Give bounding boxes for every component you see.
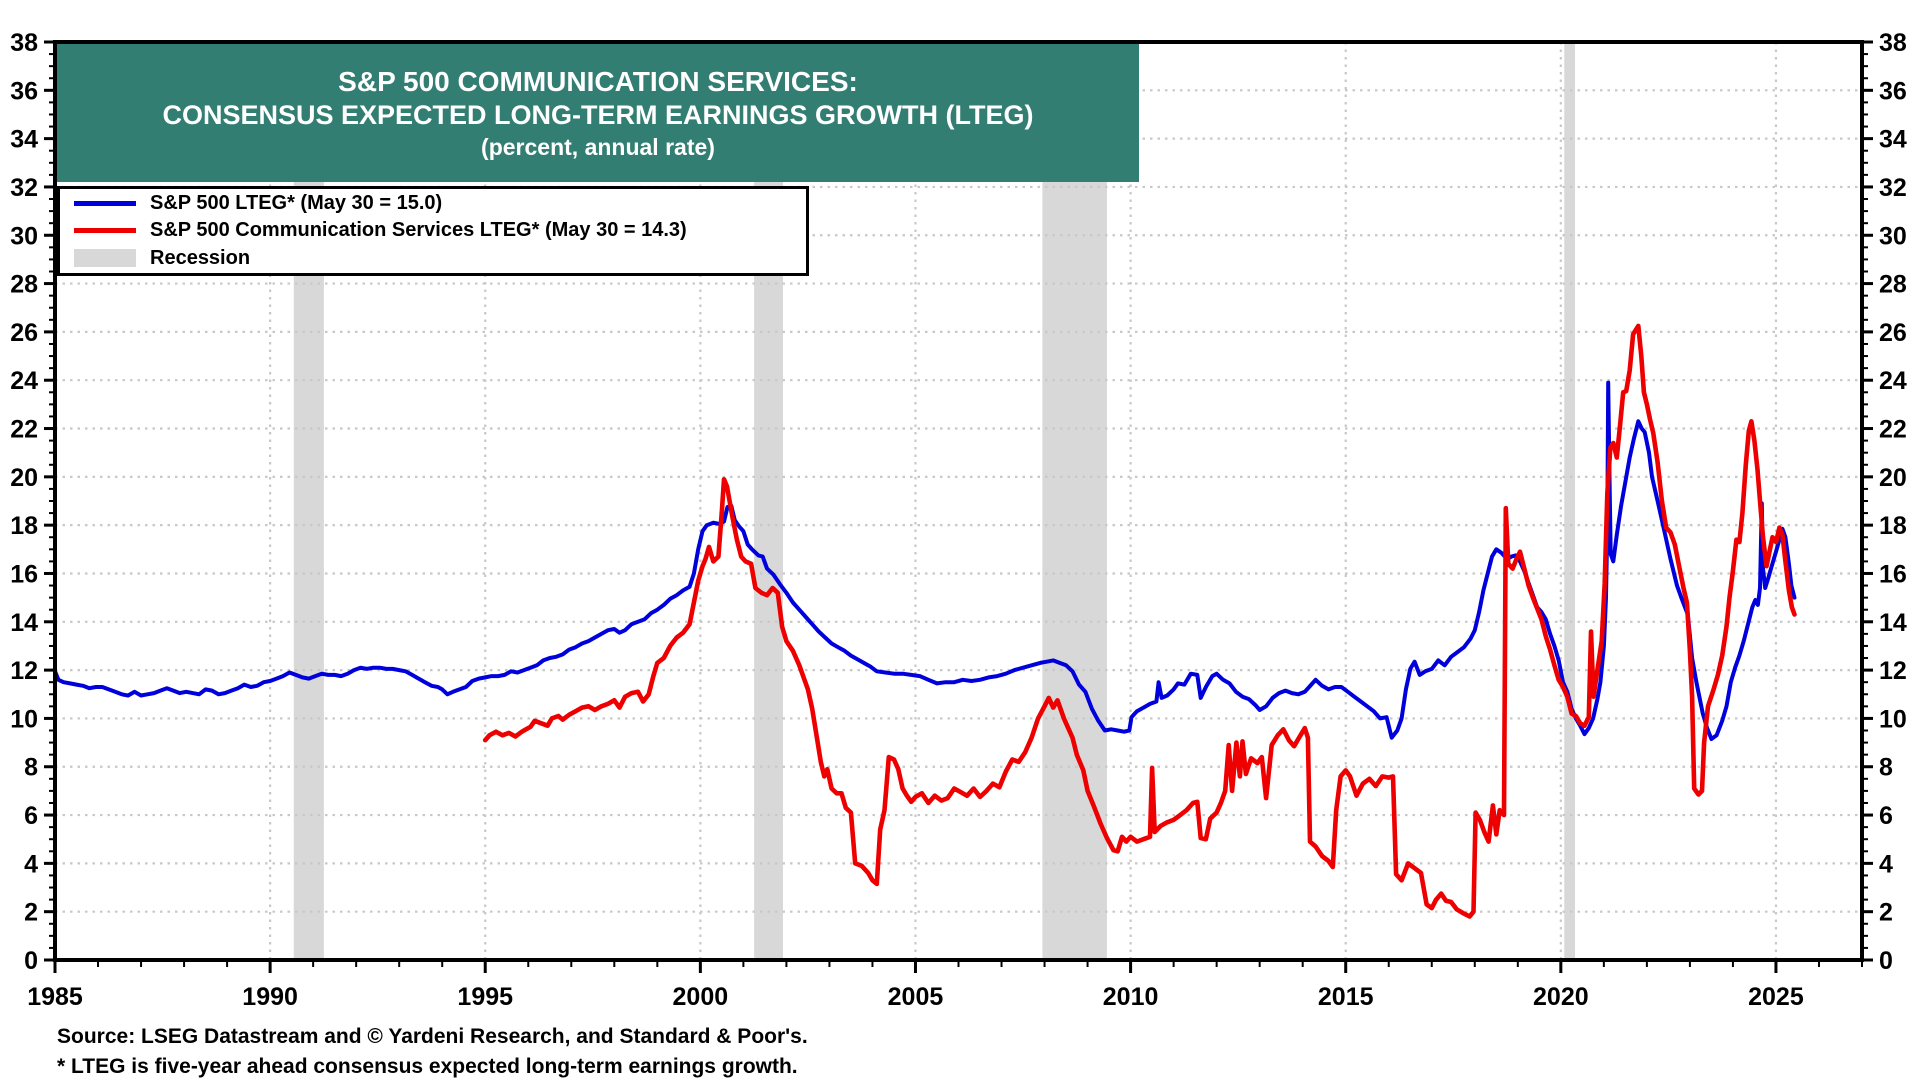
chart-legend: S&P 500 LTEG* (May 30 = 15.0) S&P 500 Co… <box>57 186 809 276</box>
y-axis-label-left: 0 <box>24 947 38 975</box>
x-axis-label: 2005 <box>888 983 944 1011</box>
y-axis-label-right: 14 <box>1879 609 1907 637</box>
sp500-lteg-line <box>53 380 1797 741</box>
y-axis-label-left: 30 <box>10 222 38 250</box>
chart-title-line2: CONSENSUS EXPECTED LONG-TERM EARNINGS GR… <box>162 100 1034 131</box>
x-axis-label: 1990 <box>242 983 298 1011</box>
y-axis-label-right: 36 <box>1879 77 1907 105</box>
y-axis-label-right: 24 <box>1879 367 1907 395</box>
legend-item-recession: Recession <box>74 246 806 271</box>
footnote-line: * LTEG is five-year ahead consensus expe… <box>57 1055 798 1079</box>
y-axis-label-right: 12 <box>1879 657 1907 685</box>
chart-title-line1: S&P 500 COMMUNICATION SERVICES: <box>338 66 858 98</box>
x-axis-label: 2015 <box>1318 983 1374 1011</box>
y-axis-label-left: 36 <box>10 77 38 105</box>
legend-label-sp500-lteg: S&P 500 LTEG* (May 30 = 15.0) <box>150 192 443 215</box>
x-axis-label: 2025 <box>1748 983 1804 1011</box>
y-axis-label-right: 6 <box>1879 802 1893 830</box>
y-axis-label-left: 14 <box>10 609 38 637</box>
y-axis-label-left: 8 <box>24 754 38 782</box>
x-axis-label: 1985 <box>27 983 83 1011</box>
recession-band-swatch <box>74 249 136 268</box>
legend-item-sp500-lteg: S&P 500 LTEG* (May 30 = 15.0) <box>74 191 806 216</box>
y-axis-label-right: 2 <box>1879 899 1893 927</box>
y-axis-label-left: 20 <box>10 464 38 492</box>
x-axis-label: 2000 <box>673 983 729 1011</box>
y-axis-label-right: 16 <box>1879 560 1907 588</box>
y-axis-label-right: 32 <box>1879 174 1907 202</box>
x-axis-label: 2020 <box>1533 983 1589 1011</box>
y-axis-label-right: 28 <box>1879 271 1907 299</box>
y-axis-label-left: 24 <box>10 367 38 395</box>
y-axis-label-right: 20 <box>1879 464 1907 492</box>
x-axis-label: 1995 <box>457 983 513 1011</box>
y-axis-label-right: 18 <box>1879 512 1907 540</box>
y-axis-label-right: 22 <box>1879 416 1907 444</box>
red-line-swatch <box>74 228 136 234</box>
chart-title-box: S&P 500 COMMUNICATION SERVICES: CONSENSU… <box>57 44 1139 182</box>
y-axis-label-left: 18 <box>10 512 38 540</box>
y-axis-label-right: 0 <box>1879 947 1893 975</box>
x-axis-label: 2010 <box>1103 983 1159 1011</box>
legend-label-comm-services-lteg: S&P 500 Communication Services LTEG* (Ma… <box>150 219 687 242</box>
y-axis-label-left: 2 <box>24 899 38 927</box>
y-axis-label-left: 22 <box>10 416 38 444</box>
blue-line-swatch <box>74 201 136 207</box>
y-axis-label-right: 34 <box>1879 126 1907 154</box>
y-axis-label-left: 16 <box>10 560 38 588</box>
y-axis-label-right: 10 <box>1879 705 1907 733</box>
y-axis-label-left: 34 <box>10 126 38 154</box>
chart-footer: Source: LSEG Datastream and © Yardeni Re… <box>57 1022 808 1080</box>
y-axis-label-left: 10 <box>10 705 38 733</box>
y-axis-label-left: 32 <box>10 174 38 202</box>
comm-services-lteg-line <box>482 323 1797 919</box>
y-axis-label-left: 6 <box>24 802 38 830</box>
y-axis-label-left: 28 <box>10 271 38 299</box>
y-axis-label-right: 8 <box>1879 754 1893 782</box>
y-axis-label-right: 30 <box>1879 222 1907 250</box>
recession-band <box>1564 42 1576 960</box>
y-axis-label-left: 12 <box>10 657 38 685</box>
y-axis-label-left: 26 <box>10 319 38 347</box>
legend-item-comm-services-lteg: S&P 500 Communication Services LTEG* (Ma… <box>74 218 806 243</box>
source-line: Source: LSEG Datastream and © Yardeni Re… <box>57 1025 808 1048</box>
y-axis-label-right: 38 <box>1879 29 1907 57</box>
y-axis-label-left: 4 <box>24 850 38 878</box>
legend-label-recession: Recession <box>150 246 251 269</box>
y-axis-label-right: 4 <box>1879 850 1893 878</box>
chart-title-line3: (percent, annual rate) <box>481 134 715 160</box>
y-axis-label-left: 38 <box>10 29 38 57</box>
y-axis-label-right: 26 <box>1879 319 1907 347</box>
